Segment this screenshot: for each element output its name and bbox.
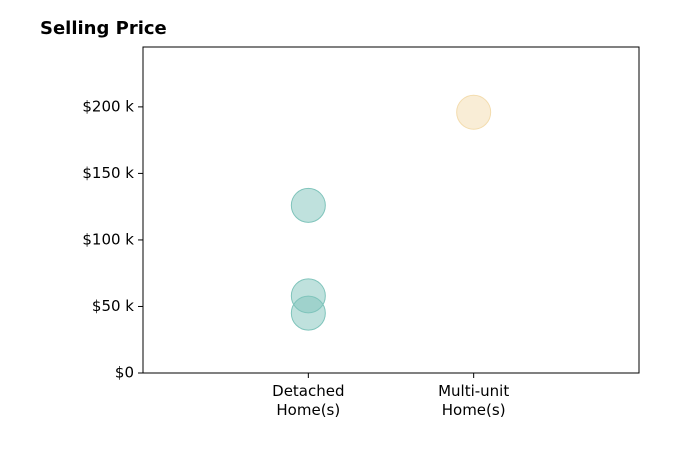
y-tick-label: $150 k [82,164,134,182]
y-tick-label: $100 k [82,230,134,248]
point [290,187,326,223]
y-tick-label: $50 k [92,297,134,315]
plot-frame [142,46,640,374]
point [456,94,492,130]
y-tick-label: $0 [115,364,134,382]
y-tick-label: $200 k [82,97,134,115]
point [290,295,326,331]
chart-title: Selling Price [40,18,167,39]
x-tick-label: Multi-unit Home(s) [438,382,510,419]
x-tick-label: Detached Home(s) [272,382,345,419]
